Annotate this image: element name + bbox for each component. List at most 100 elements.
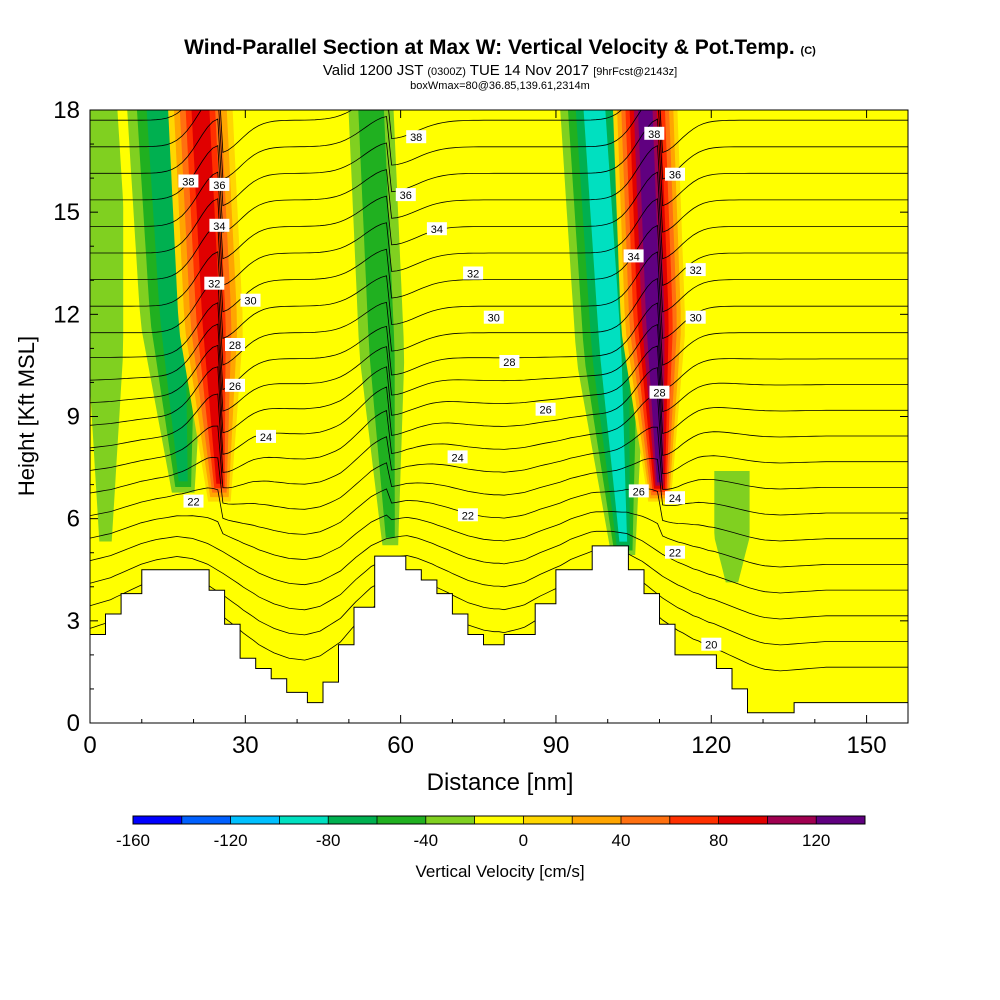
colorbar-tick-label: -160	[116, 831, 150, 850]
contour-label: 36	[665, 167, 685, 182]
contour-label-text: 24	[260, 432, 272, 444]
x-tick-label: 90	[543, 732, 570, 759]
contour-label-bg	[256, 429, 276, 443]
pot-temp-contour-34	[90, 224, 908, 313]
contour-label-bg	[183, 494, 204, 508]
contour-label-text: 24	[451, 452, 463, 464]
colorbar-swatch	[621, 816, 670, 824]
contour-label: 36	[209, 177, 230, 192]
colorbar-swatch	[328, 816, 377, 824]
contour-label-text: 30	[690, 313, 702, 325]
contour-label-text: 32	[208, 279, 220, 291]
y-tick-label: 0	[67, 710, 80, 737]
contour-label: 38	[644, 126, 665, 141]
colorbar-tick-label: -120	[214, 831, 248, 850]
contour-labels: 38 36 34 32 30 28 26 24 22 38 36 34 32 30 28 26 24 22 38 36…	[178, 126, 722, 652]
terrain	[90, 545, 908, 723]
box-wmax-line: boxWmax=80@36.85,139.61,2314m	[410, 80, 590, 92]
y-axis-title: Height [Kft MSL]	[14, 336, 39, 496]
contour-label: 22	[665, 545, 685, 560]
valid-time-zulu: (0300Z)	[427, 66, 466, 78]
contour-label: 26	[535, 402, 556, 417]
pot-temp-contour-33	[90, 251, 908, 340]
colorbar-swatch	[718, 816, 768, 824]
contour-label: 28	[649, 385, 670, 400]
contour-label-text: 30	[244, 296, 256, 308]
contour-label: 24	[447, 450, 468, 464]
contour-label: 24	[665, 491, 685, 505]
valid-date: TUE 14 Nov 2017	[469, 62, 590, 79]
contour-label-bg	[204, 276, 225, 290]
contour-label-text: 36	[400, 190, 412, 202]
contour-label-text: 34	[627, 251, 639, 263]
contour-label-bg	[535, 402, 556, 416]
contour-label-bg	[240, 293, 261, 307]
colorbar-swatch	[181, 816, 231, 824]
valid-time-local: Valid 1200 JST	[322, 62, 424, 79]
pot-temp-contour-35	[90, 198, 908, 286]
contour-label-text: 28	[503, 357, 515, 369]
contour-label-bg	[685, 263, 706, 277]
pot-temp-contour-40	[90, 110, 908, 154]
pot-temp-contour-28	[90, 366, 908, 456]
contour-label: 26	[628, 484, 649, 498]
w-band-0-1	[90, 110, 124, 542]
colorbar-tick-label: 80	[709, 831, 728, 850]
x-tick-label: 150	[847, 732, 887, 759]
contour-label-bg	[209, 218, 230, 232]
contour-label-bg	[665, 491, 685, 505]
pot-temp-contour-24	[90, 487, 908, 542]
colorbar-swatch	[669, 816, 719, 824]
contour-label-bg	[178, 174, 199, 188]
contour-label: 34	[623, 249, 644, 263]
contour-label-text: 20	[705, 640, 717, 652]
contour-label: 38	[178, 174, 199, 189]
pot-temp-contour-38	[90, 118, 908, 207]
contour-label: 28	[499, 355, 520, 369]
contour-label-bg	[665, 545, 685, 559]
contour-label: 22	[183, 494, 204, 509]
contour-label-text: 30	[488, 313, 500, 325]
chart-title-text: Wind-Parallel Section at Max W: Vertical…	[184, 36, 795, 59]
contour-label-bg	[701, 637, 722, 651]
pot-temp-contour-27	[90, 393, 908, 475]
pot-temp-contour-32	[90, 277, 908, 366]
contour-label-bg	[483, 310, 504, 324]
contour-label: 22	[457, 508, 478, 522]
contour-label: 32	[204, 276, 225, 291]
chart-title: Wind-Parallel Section at Max W: Vertical…	[0, 36, 1000, 63]
contour-label-bg	[225, 378, 245, 392]
contour-label: 30	[483, 310, 504, 325]
contour-label-bg	[457, 508, 478, 522]
colorbar-tick-label: 0	[519, 831, 528, 850]
colorbar-tick-label: -80	[316, 831, 341, 850]
y-tick-label: 12	[53, 301, 80, 328]
pot-temp-contour-23	[90, 511, 908, 568]
contour-label-text: 38	[648, 129, 660, 141]
contour-label: 34	[209, 218, 230, 233]
pot-temp-contour-29	[90, 344, 908, 435]
contour-label-text: 38	[182, 177, 194, 189]
contour-label-text: 34	[431, 224, 443, 236]
contour-label-bg	[649, 385, 670, 399]
colorbar-tick-label: 120	[802, 831, 830, 850]
pot-temp-contour-36	[90, 171, 908, 260]
contour-label: 36	[395, 188, 416, 202]
contour-label: 38	[406, 130, 427, 144]
colorbar-swatch	[572, 816, 621, 824]
colorbar-swatch	[425, 816, 475, 824]
pot-temp-contour-20	[90, 569, 908, 646]
axis-ticks	[89, 109, 908, 724]
y-tick-label: 3	[67, 608, 80, 635]
contour-label: 30	[240, 293, 261, 308]
pot-temp-contour-21	[90, 550, 908, 620]
contour-label: 28	[225, 338, 245, 352]
y-tick-label: 15	[53, 199, 80, 226]
contour-label-text: 32	[690, 265, 702, 277]
contour-label-bg	[447, 450, 468, 464]
contour-label-bg	[395, 188, 416, 202]
contour-label-text: 22	[187, 497, 199, 509]
colorbar-title: Vertical Velocity [cm/s]	[415, 862, 585, 881]
colorbar-swatch	[474, 816, 524, 824]
